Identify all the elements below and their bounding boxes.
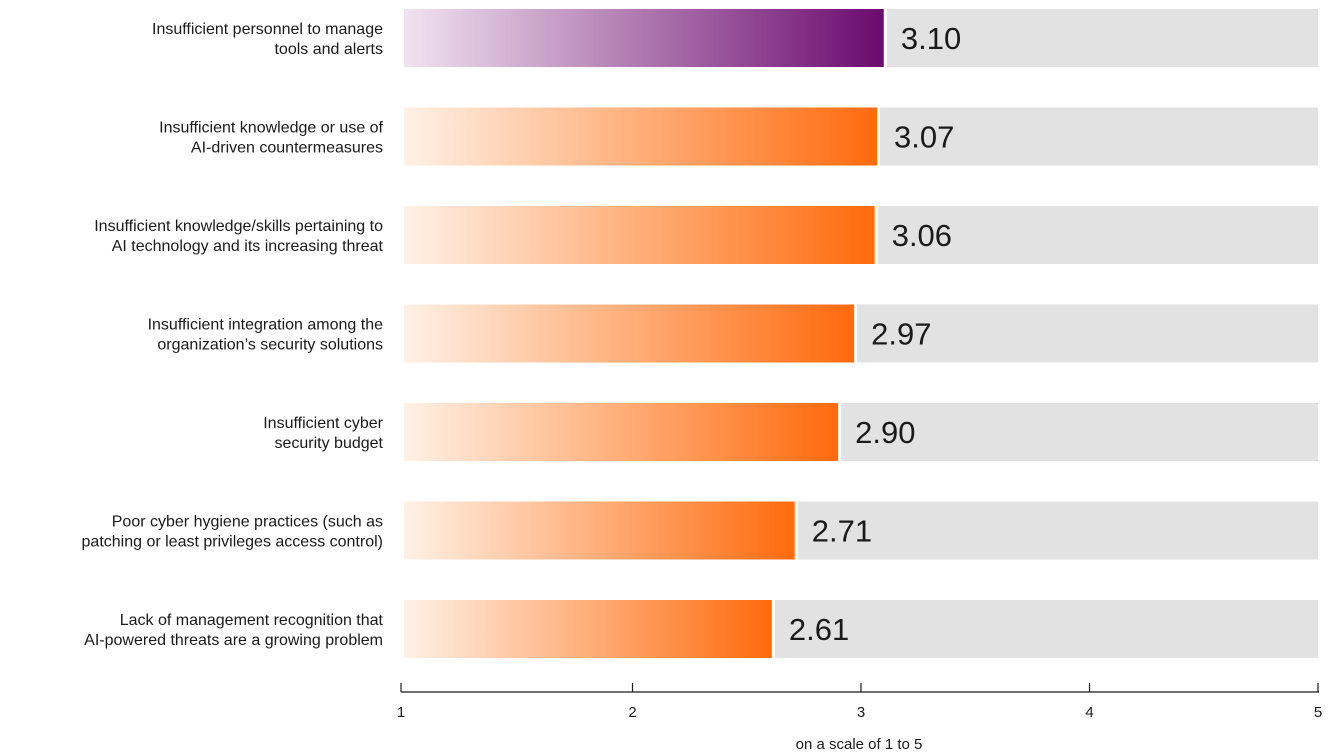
category-label-line: Insufficient knowledge/skills pertaining… bbox=[94, 218, 383, 235]
x-tick-label: 2 bbox=[628, 704, 636, 721]
bar-end-separator bbox=[794, 501, 798, 560]
bar-row: 3.10 Insufficient personnel to manage tool… bbox=[152, 9, 1318, 67]
bar-row: 2.61 Lack of management recognition that A… bbox=[84, 600, 1318, 658]
x-tick-label: 4 bbox=[1085, 704, 1093, 721]
bar bbox=[404, 600, 772, 658]
bar-row: 2.71 Poor cyber hygiene practices (such a… bbox=[82, 501, 1318, 560]
bar-row: 3.06 Insufficient knowledge/skills pertai… bbox=[94, 206, 1318, 264]
bar-end-separator bbox=[874, 206, 878, 264]
category-label: Poor cyber hygiene practices (such as pat… bbox=[82, 514, 383, 551]
category-label-line: organization’s security solutions bbox=[157, 337, 383, 354]
bar-rows: 3.10 Insufficient personnel to manage tool… bbox=[82, 9, 1318, 658]
bar bbox=[404, 206, 875, 264]
x-axis-title: on a scale of 1 to 5 bbox=[796, 736, 923, 753]
category-label: Insufficient knowledge/skills pertaining… bbox=[94, 218, 383, 255]
category-label-line: AI technology and its increasing threat bbox=[112, 238, 384, 255]
bar-end-separator bbox=[876, 107, 880, 166]
bar bbox=[404, 304, 855, 363]
x-axis-ticks: 1 2 3 4 5 bbox=[397, 683, 1322, 721]
category-label-line: Insufficient cyber bbox=[263, 415, 383, 432]
category-label-line: Lack of management recognition that bbox=[120, 612, 384, 629]
data-label: 2.90 bbox=[855, 415, 915, 450]
x-tick-label: 3 bbox=[857, 704, 865, 721]
category-label-line: Insufficient personnel to manage bbox=[152, 21, 383, 38]
x-tick-label: 1 bbox=[397, 704, 405, 721]
category-label: Lack of management recognition that AI-po… bbox=[84, 612, 383, 649]
category-label-line: AI-powered threats are a growing problem bbox=[84, 632, 383, 649]
data-label: 3.10 bbox=[901, 21, 961, 56]
bar-end-separator bbox=[854, 304, 858, 363]
x-tick-label: 5 bbox=[1314, 704, 1322, 721]
data-label: 3.06 bbox=[892, 218, 952, 253]
bar-end-separator bbox=[771, 600, 775, 658]
bar-row: 2.90 Insufficient cyber security budget bbox=[263, 403, 1318, 461]
category-label: Insufficient personnel to manage tools an… bbox=[152, 21, 383, 58]
bar bbox=[404, 501, 795, 560]
data-label: 2.61 bbox=[789, 612, 849, 647]
x-axis: 1 2 3 4 5 on a scale of 1 to 5 bbox=[397, 683, 1322, 753]
category-label-line: AI-driven countermeasures bbox=[191, 140, 383, 157]
category-label-line: tools and alerts bbox=[274, 41, 383, 58]
category-label-line: patching or least privileges access cont… bbox=[82, 534, 383, 551]
category-label-line: Insufficient knowledge or use of bbox=[159, 120, 383, 137]
bar bbox=[404, 403, 839, 461]
bar bbox=[404, 9, 884, 67]
data-label: 3.07 bbox=[894, 120, 954, 155]
bar-end-separator bbox=[838, 403, 842, 461]
category-label-line: Insufficient integration among the bbox=[148, 317, 384, 334]
category-label-line: security budget bbox=[274, 435, 383, 452]
category-label-line: Poor cyber hygiene practices (such as bbox=[112, 514, 383, 531]
category-label: Insufficient knowledge or use of AI-drive… bbox=[159, 120, 383, 157]
data-label: 2.97 bbox=[871, 317, 931, 352]
category-label: Insufficient integration among the organi… bbox=[148, 317, 384, 354]
bar-end-separator bbox=[883, 9, 887, 67]
data-label: 2.71 bbox=[812, 514, 872, 549]
category-label: Insufficient cyber security budget bbox=[263, 415, 383, 452]
bar-row: 3.07 Insufficient knowledge or use of AI-d… bbox=[159, 107, 1318, 166]
bar-row: 2.97 Insufficient integration among the or… bbox=[148, 304, 1318, 363]
bar bbox=[404, 107, 877, 166]
